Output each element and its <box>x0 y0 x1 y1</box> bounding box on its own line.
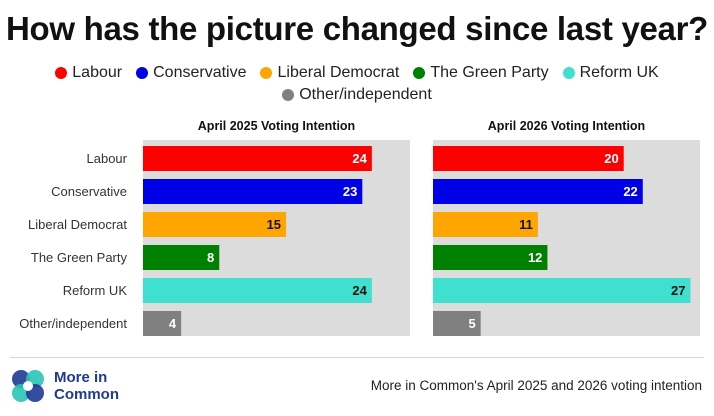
footer-divider <box>10 357 704 358</box>
category-label-labour: Labour <box>87 151 128 166</box>
category-label-other-independent: Other/independent <box>19 316 127 331</box>
legend-dot-green-icon <box>413 67 426 79</box>
bar-1-the-green-party <box>143 245 220 270</box>
legend-item-labour: Labour <box>55 64 122 82</box>
bar-1-liberal-democrat <box>143 212 287 237</box>
bar-1-reform-uk <box>143 278 372 303</box>
bar-2-reform-uk <box>433 278 691 303</box>
bar-1-labour <box>143 146 372 171</box>
data-label-2-liberal-democrat: 11 <box>519 217 533 232</box>
legend-dot-other-icon <box>282 89 295 101</box>
legend-dot-labour-icon <box>55 67 68 79</box>
legend-label: Conservative <box>153 64 247 81</box>
legend-item-green: The Green Party <box>413 64 549 82</box>
category-label-conservative: Conservative <box>51 184 127 199</box>
data-label-2-other-independent: 5 <box>468 316 475 331</box>
legend-label: Labour <box>72 64 123 81</box>
bar-2-liberal-democrat <box>433 212 538 237</box>
data-label-1-reform-uk: 24 <box>352 283 367 298</box>
legend-item-libdem: Liberal Democrat <box>260 64 399 82</box>
data-label-2-labour: 20 <box>604 151 618 166</box>
legend-label: The Green Party <box>430 64 549 81</box>
legend-row-1: Labour Conservative Liberal Democrat The… <box>0 62 714 84</box>
bar-2-other-independent <box>433 311 481 336</box>
legend-label: Other/independent <box>299 86 432 103</box>
data-label-2-the-green-party: 12 <box>528 250 542 265</box>
logo-line-1: More in <box>54 369 108 386</box>
panel-title-2: April 2026 Voting Intention <box>488 119 645 133</box>
bar-2-conservative <box>433 179 643 204</box>
legend: Labour Conservative Liberal Democrat The… <box>0 62 714 106</box>
bar-1-other-independent <box>143 311 182 336</box>
legend-dot-libdem-icon <box>260 67 273 79</box>
category-label-the-green-party: The Green Party <box>31 250 128 265</box>
legend-dot-conservative-icon <box>136 67 149 79</box>
legend-dot-reform-icon <box>562 67 575 79</box>
logo-line-2: Common <box>54 386 119 403</box>
bar-2-the-green-party <box>433 245 548 270</box>
data-label-1-liberal-democrat: 15 <box>267 217 281 232</box>
data-label-1-other-independent: 4 <box>169 316 177 331</box>
more-in-common-logo-icon <box>12 370 44 402</box>
legend-label: Liberal Democrat <box>277 64 400 81</box>
legend-item-conservative: Conservative <box>136 64 246 82</box>
data-label-1-the-green-party: 8 <box>207 250 214 265</box>
panel-title-1: April 2025 Voting Intention <box>198 119 355 133</box>
logo-wordmark: More in Common <box>54 369 119 403</box>
legend-row-2: Other/independent <box>0 84 714 106</box>
data-label-1-labour: 24 <box>352 151 367 166</box>
panel-background-2 <box>433 140 700 336</box>
logo: More in Common <box>10 368 119 404</box>
bar-2-labour <box>433 146 624 171</box>
data-label-1-conservative: 23 <box>343 184 357 199</box>
legend-item-other: Other/independent <box>282 86 432 104</box>
legend-item-reform: Reform UK <box>562 64 659 82</box>
source-note: More in Common's April 2025 and 2026 vot… <box>370 378 702 393</box>
chart-title: How has the picture changed since last y… <box>5 10 709 47</box>
data-label-2-reform-uk: 27 <box>671 283 685 298</box>
panel-background-1 <box>143 140 410 336</box>
category-label-liberal-democrat: Liberal Democrat <box>28 217 127 232</box>
category-label-reform-uk: Reform UK <box>63 283 128 298</box>
data-label-2-conservative: 22 <box>623 184 637 199</box>
bar-1-conservative <box>143 179 363 204</box>
chart: Labour Conservative Liberal Democrat The Gr… <box>19 119 700 336</box>
legend-label: Reform UK <box>579 64 659 81</box>
